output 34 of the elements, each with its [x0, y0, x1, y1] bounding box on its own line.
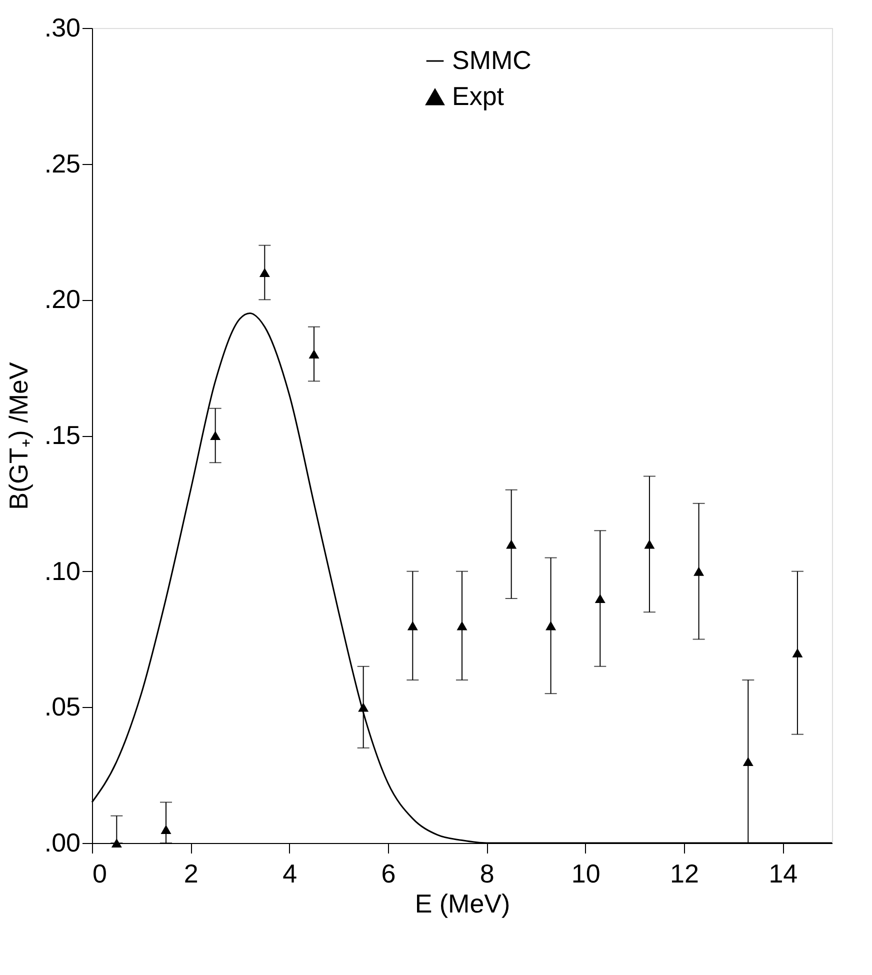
point	[594, 594, 606, 604]
point	[111, 838, 122, 848]
x-tick-label: 6	[381, 858, 396, 888]
y-axis-title: B(GT₊) /MeV	[3, 362, 34, 510]
legend-label: SMMC	[452, 45, 532, 75]
x-tick-label: 10	[571, 858, 600, 888]
y-tick-label: .10	[44, 556, 80, 586]
x-axis-title: E (MeV)	[414, 888, 510, 918]
point	[259, 268, 270, 278]
x-tick-label: 0	[92, 858, 107, 888]
x-tick-label: 4	[282, 858, 298, 888]
y-tick-label: .05	[44, 692, 80, 722]
y-tick-label: .25	[44, 148, 80, 178]
point	[308, 349, 320, 359]
point	[210, 430, 221, 440]
x-tick-label: 12	[670, 858, 699, 888]
point	[546, 621, 556, 630]
x-tick-label: 2	[184, 858, 198, 888]
y-tick-label: .15	[44, 420, 80, 450]
point	[160, 824, 172, 834]
legend-label: Expt	[452, 81, 505, 111]
point	[506, 540, 517, 549]
point	[644, 540, 655, 549]
point	[792, 648, 803, 658]
x-tick-label: 14	[768, 858, 798, 888]
point	[407, 621, 418, 630]
point	[358, 702, 369, 712]
y-tick-label: .00	[44, 828, 80, 858]
point	[742, 756, 754, 766]
point	[456, 621, 468, 630]
y-tick-label: .30	[44, 12, 80, 42]
x-tick-label: 8	[480, 858, 494, 888]
point	[694, 566, 704, 576]
y-tick-label: .20	[44, 284, 80, 314]
